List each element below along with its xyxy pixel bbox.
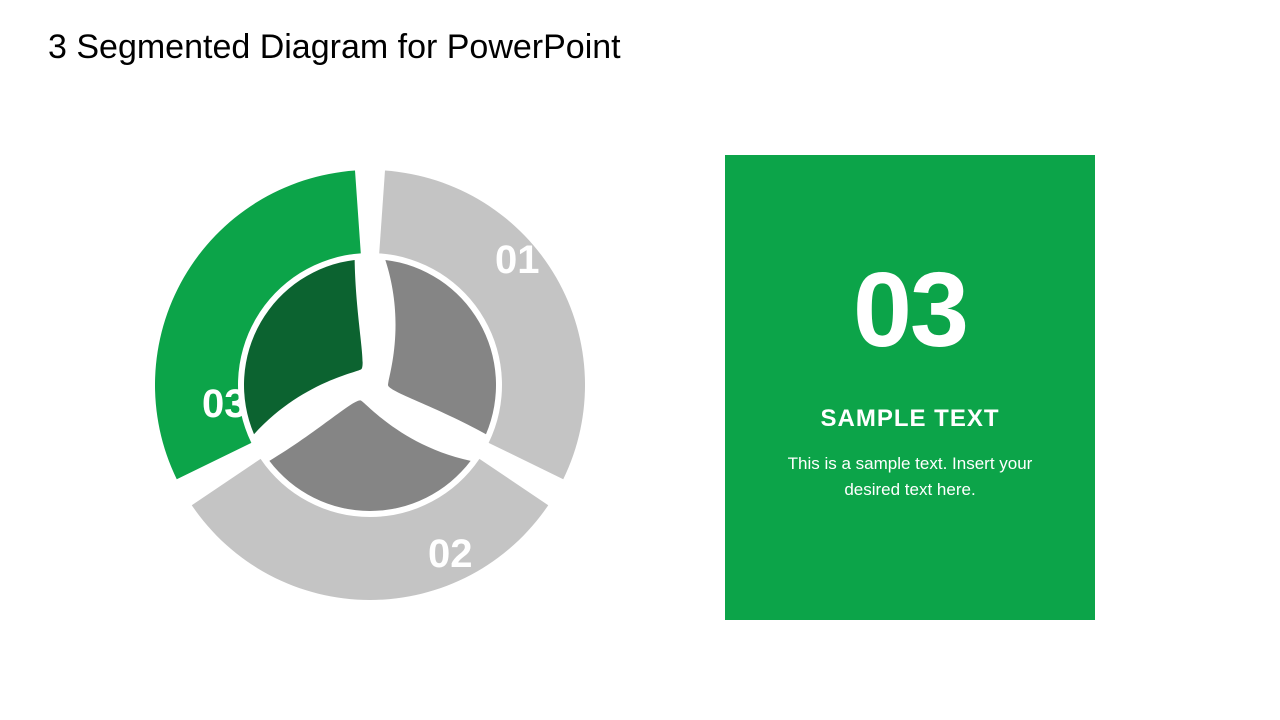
segment-label-01: 01 bbox=[495, 238, 540, 282]
slide-title: 3 Segmented Diagram for PowerPoint bbox=[48, 28, 621, 67]
segment-label-03: 03 bbox=[202, 382, 247, 426]
segment-inner-02 bbox=[269, 400, 470, 511]
info-panel: 03 SAMPLE TEXT This is a sample text. In… bbox=[725, 155, 1095, 620]
info-description: This is a sample text. Insert your desir… bbox=[725, 451, 1095, 502]
diagram-svg: 01 02 03 bbox=[130, 145, 610, 625]
segment-label-02: 02 bbox=[428, 532, 473, 576]
segment-01 bbox=[379, 171, 585, 480]
info-heading: SAMPLE TEXT bbox=[725, 405, 1095, 433]
segmented-diagram: 01 02 03 bbox=[130, 145, 610, 625]
info-number: 03 bbox=[725, 250, 1095, 371]
